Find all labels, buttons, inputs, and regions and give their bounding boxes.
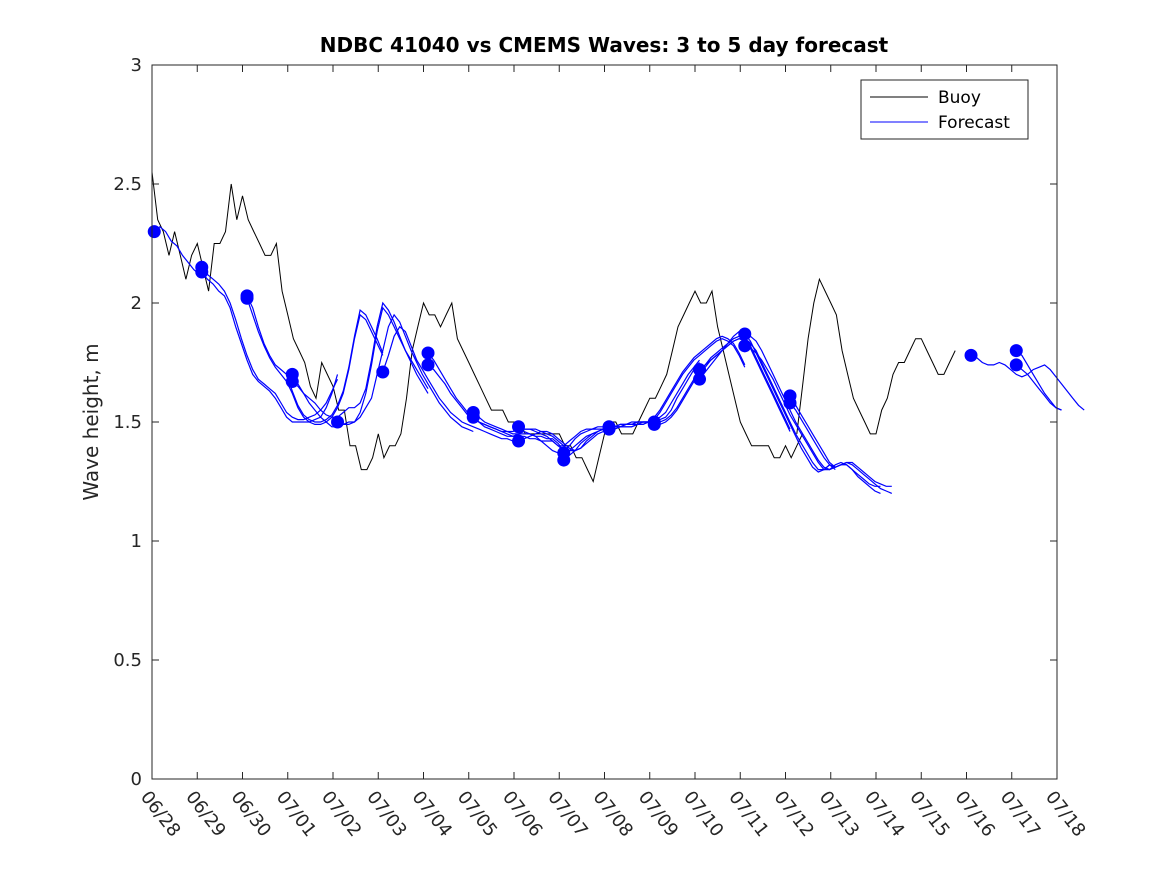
x-tick-label: 06/30 — [227, 787, 275, 841]
y-tick-label: 3 — [131, 55, 142, 76]
forecast-start-marker — [693, 372, 707, 386]
forecast-start-marker — [195, 260, 209, 274]
x-tick-label: 07/05 — [453, 787, 501, 841]
forecast-start-marker — [738, 339, 752, 353]
x-tick-label: 07/12 — [770, 787, 818, 841]
forecast-run-line — [382, 325, 519, 442]
forecast-run-line — [246, 295, 384, 423]
legend-box — [860, 79, 1029, 140]
x-tick-label: 07/16 — [951, 787, 999, 841]
forecast-start-marker — [376, 365, 390, 379]
forecast-start-marker — [693, 363, 707, 377]
legend-forecast-label: Forecast — [938, 113, 1010, 133]
forecast-start-marker — [421, 346, 435, 360]
forecast-start-marker — [331, 415, 345, 429]
forecast-start-marker — [964, 348, 978, 362]
forecast-run-line — [246, 298, 384, 425]
forecast-run-line — [1015, 364, 1062, 411]
x-tick-label: 07/18 — [1041, 787, 1089, 841]
forecast-start-marker — [421, 358, 435, 372]
x-tick-label: 06/28 — [136, 787, 184, 841]
forecast-start-marker — [557, 453, 571, 467]
forecast-run-line — [654, 335, 791, 430]
forecast-start-marker — [466, 405, 480, 419]
y-tick-label: 0.5 — [113, 650, 142, 671]
chart-title: NDBC 41040 vs CMEMS Waves: 3 to 5 day fo… — [320, 33, 889, 57]
x-tick-label: 07/17 — [996, 787, 1044, 841]
y-tick-label: 1.5 — [113, 412, 142, 433]
y-tick-label: 0 — [131, 769, 142, 790]
y-tick-label: 2.5 — [113, 174, 142, 195]
forecast-run-line — [291, 301, 429, 418]
x-tick-label: 07/09 — [634, 787, 682, 841]
x-tick-label: 07/06 — [498, 787, 546, 841]
forecast-start-marker — [647, 417, 661, 431]
x-tick-label: 07/02 — [317, 787, 365, 841]
x-tick-label: 07/10 — [679, 787, 727, 841]
x-tick-label: 07/14 — [860, 787, 908, 841]
forecast-run-line — [201, 271, 339, 423]
x-tick-label: 07/11 — [724, 787, 772, 841]
forecast-start-marker — [240, 289, 254, 303]
legend-buoy-label: Buoy — [938, 88, 981, 108]
plot-area — [152, 65, 1057, 779]
x-tick-label: 07/01 — [272, 787, 320, 841]
forecast-run-line — [699, 330, 836, 473]
series-layer — [147, 172, 1085, 494]
forecast-run-line — [472, 412, 610, 454]
forecast-run-line — [744, 333, 881, 494]
forecast-run-line — [337, 313, 474, 433]
forecast-start-marker — [783, 396, 797, 410]
forecast-run-line — [609, 338, 746, 430]
forecast-start-marker — [512, 420, 526, 434]
forecast-run-line — [153, 226, 200, 275]
forecast-start-marker — [1009, 358, 1023, 372]
forecast-start-marker — [285, 375, 299, 389]
forecast-run-line — [1015, 350, 1062, 411]
forecast-start-marker — [602, 420, 616, 434]
y-axis-label: Wave height, m — [79, 343, 103, 500]
forecast-start-marker — [147, 225, 161, 239]
x-tick-label: 07/15 — [905, 787, 953, 841]
forecast-run-line — [744, 345, 881, 487]
legend: Buoy Forecast — [860, 79, 1029, 140]
y-tick-label: 2 — [131, 293, 142, 314]
forecast-run-line — [201, 266, 339, 421]
forecast-run-line — [609, 335, 746, 428]
x-tick-label: 06/29 — [181, 787, 229, 841]
x-tick-label: 07/07 — [543, 787, 591, 841]
x-tick-label: 07/13 — [815, 787, 863, 841]
buoy-series-line — [796, 277, 956, 435]
buoy-series-line — [151, 172, 803, 483]
x-tick-label: 07/08 — [589, 787, 637, 841]
forecast-run-line — [789, 402, 892, 487]
forecast-start-marker — [1009, 344, 1023, 358]
forecast-start-marker — [512, 434, 526, 448]
x-tick-label: 07/03 — [362, 787, 410, 841]
y-tick-label: 1 — [131, 531, 142, 552]
forecast-run-line — [472, 416, 609, 447]
forecast-start-marker — [738, 327, 752, 341]
x-tick-label: 07/04 — [408, 787, 456, 841]
forecast-run-line — [427, 364, 565, 451]
